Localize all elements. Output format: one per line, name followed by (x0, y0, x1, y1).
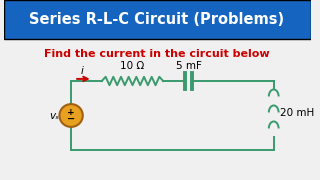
Text: 5 mF: 5 mF (176, 60, 202, 71)
Text: +: + (67, 108, 75, 117)
Text: 20 mH: 20 mH (280, 107, 314, 118)
Text: vₛ: vₛ (49, 111, 59, 120)
FancyBboxPatch shape (4, 0, 310, 39)
Text: Series R-L-C Circuit (Problems): Series R-L-C Circuit (Problems) (29, 12, 284, 27)
Text: Find the current in the circuit below: Find the current in the circuit below (44, 49, 270, 59)
Text: −: − (67, 114, 75, 123)
Text: i: i (80, 66, 83, 76)
Circle shape (60, 104, 83, 127)
Text: 10 Ω: 10 Ω (120, 60, 145, 71)
